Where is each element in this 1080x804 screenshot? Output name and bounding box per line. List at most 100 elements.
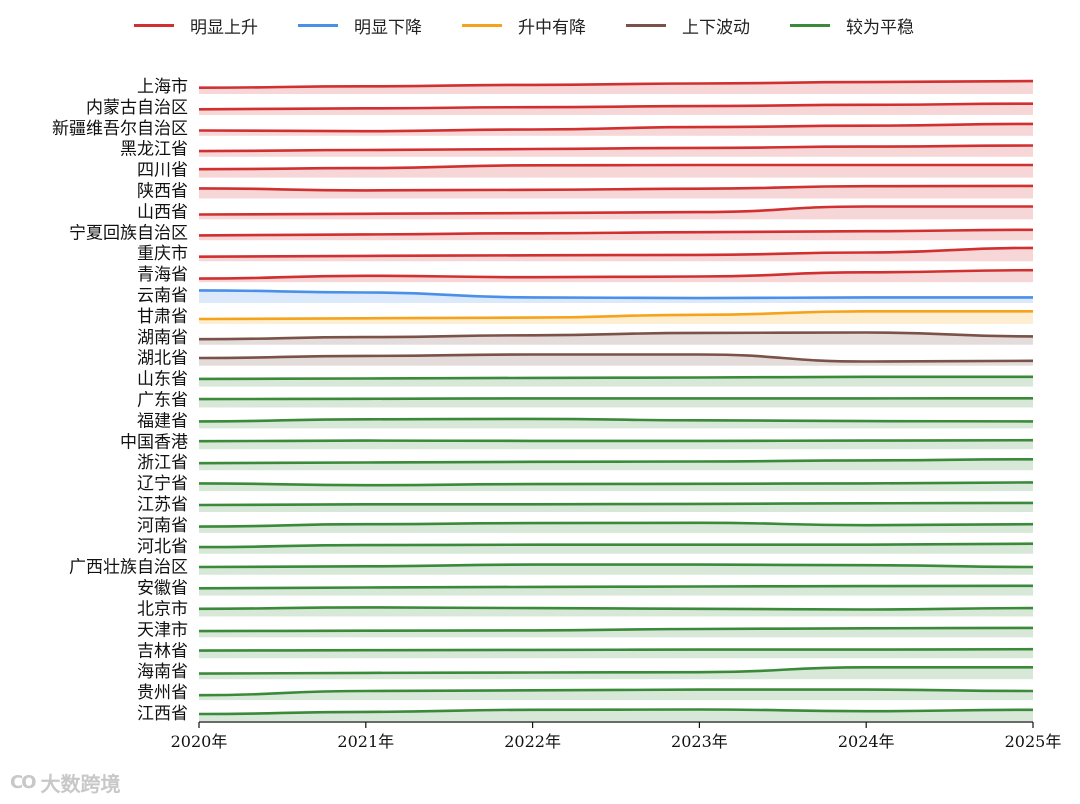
ridge-row: 中国香港 (120, 432, 1034, 452)
legend-swatch-fluctuating (626, 23, 666, 27)
row-label: 甘肃省 (137, 307, 188, 327)
row-label: 宁夏回族自治区 (69, 223, 188, 243)
row-label: 陕西省 (137, 182, 188, 202)
ridge-line (198, 688, 1034, 697)
ridge-area (199, 185, 1033, 199)
legend-item-stable: 较为平稳 (790, 13, 914, 38)
ridge-row: 天津市 (137, 620, 1034, 640)
ridge-line (198, 228, 1034, 237)
ridge-area (199, 81, 1033, 94)
ridge-row: 江西省 (137, 704, 1034, 724)
legend-label-stable: 较为平稳 (846, 17, 914, 38)
ridge-area (199, 103, 1033, 115)
legend: 明显上升 明显下降 升中有降 上下波动 较为平稳 (134, 12, 954, 38)
watermark-text: 大数跨境 (40, 772, 121, 796)
row-label: 河北省 (137, 537, 188, 557)
row-label: 新疆维吾尔自治区 (52, 119, 188, 139)
row-label: 辽宁省 (137, 474, 188, 494)
ridge-line (198, 438, 1034, 443)
row-label: 青海省 (137, 265, 188, 285)
ridge-line (198, 458, 1034, 465)
ridge-row: 山西省 (137, 202, 1033, 222)
ridge-area (199, 247, 1033, 262)
ridge-line (198, 122, 1034, 133)
legend-swatch-rising (134, 23, 174, 27)
ridge-row: 河南省 (137, 516, 1034, 536)
ridge-area (199, 627, 1033, 638)
ridge-row: 福建省 (137, 411, 1034, 431)
ridge-row: 重庆市 (137, 244, 1034, 264)
ridge-line (198, 708, 1034, 716)
ridge-line (198, 375, 1033, 381)
ridge-row: 黑龙江省 (120, 140, 1034, 160)
ridge-row: 河北省 (137, 537, 1034, 557)
ridge-area (199, 398, 1033, 408)
legend-label-falling: 明显下降 (354, 17, 422, 38)
ridge-line (198, 626, 1034, 633)
ridge-row: 甘肃省 (137, 307, 1033, 327)
ridge-line (198, 563, 1034, 569)
x-tick-label: 2021年 (337, 732, 394, 751)
ridge-line (198, 144, 1034, 153)
ridge-row: 青海省 (137, 265, 1034, 285)
x-tick-label: 2025年 (1005, 732, 1062, 751)
row-label: 上海市 (137, 77, 188, 97)
ridge-row: 浙江省 (137, 453, 1034, 473)
x-tick-label: 2022年 (504, 732, 561, 751)
row-label: 北京市 (137, 600, 188, 620)
ridge-area (199, 145, 1033, 157)
ridge-line (198, 606, 1034, 611)
ridge-line (198, 289, 1033, 300)
ridge-line (198, 353, 1034, 363)
ridge-row: 广东省 (137, 391, 1034, 411)
row-label: 海南省 (137, 662, 188, 682)
ridge-area (199, 354, 1033, 366)
ridge-line (198, 102, 1034, 111)
ridge-line (198, 309, 1033, 321)
legend-swatch-rise-then-fall (462, 23, 502, 27)
ridge-row: 安徽省 (137, 579, 1034, 599)
row-label: 山西省 (137, 202, 188, 222)
row-label: 河南省 (137, 516, 188, 536)
row-label: 贵州省 (137, 683, 188, 703)
legend-item-rising: 明显上升 (134, 13, 258, 38)
ridge-area (199, 689, 1033, 701)
row-label: 四川省 (137, 161, 188, 181)
legend-swatch-falling (298, 23, 338, 27)
row-label: 福建省 (137, 411, 188, 431)
ridge-row: 吉林省 (137, 641, 1034, 661)
ridge-area (199, 165, 1033, 178)
legend-label-fluctuating: 上下波动 (682, 17, 750, 38)
row-label: 山东省 (137, 370, 188, 390)
x-tick-label: 2020年 (171, 732, 228, 751)
ridge-line (198, 163, 1033, 171)
ridge-row: 广西壮族自治区 (69, 558, 1034, 578)
watermark: CO 大数跨境 (10, 768, 121, 797)
row-label: 湖南省 (137, 328, 188, 348)
watermark-logo-icon: CO (10, 772, 36, 793)
row-label: 江西省 (137, 704, 188, 724)
ridge-row: 新疆维吾尔自治区 (52, 119, 1034, 139)
row-label: 内蒙古自治区 (86, 98, 188, 118)
ridge-area (199, 440, 1033, 450)
ridge-row: 贵州省 (137, 683, 1034, 703)
ridge-line (198, 205, 1033, 216)
ridge-row: 上海市 (137, 77, 1034, 97)
row-label: 黑龙江省 (120, 140, 188, 160)
ridge-row: 江苏省 (137, 495, 1034, 515)
ridge-line (198, 331, 1034, 341)
ridge-line (198, 417, 1034, 423)
row-label: 天津市 (137, 620, 188, 640)
ridge-area (199, 332, 1033, 345)
ridge-line (198, 501, 1034, 507)
row-label: 云南省 (137, 286, 188, 306)
ridge-row: 湖南省 (137, 328, 1034, 348)
ridge-line (198, 521, 1034, 528)
ridge-line (198, 184, 1034, 192)
legend-item-falling: 明显下降 (298, 13, 422, 38)
ridge-line (198, 246, 1034, 258)
ridge-row: 云南省 (137, 286, 1033, 306)
row-label: 江苏省 (137, 495, 188, 515)
ridge-line (198, 268, 1034, 280)
